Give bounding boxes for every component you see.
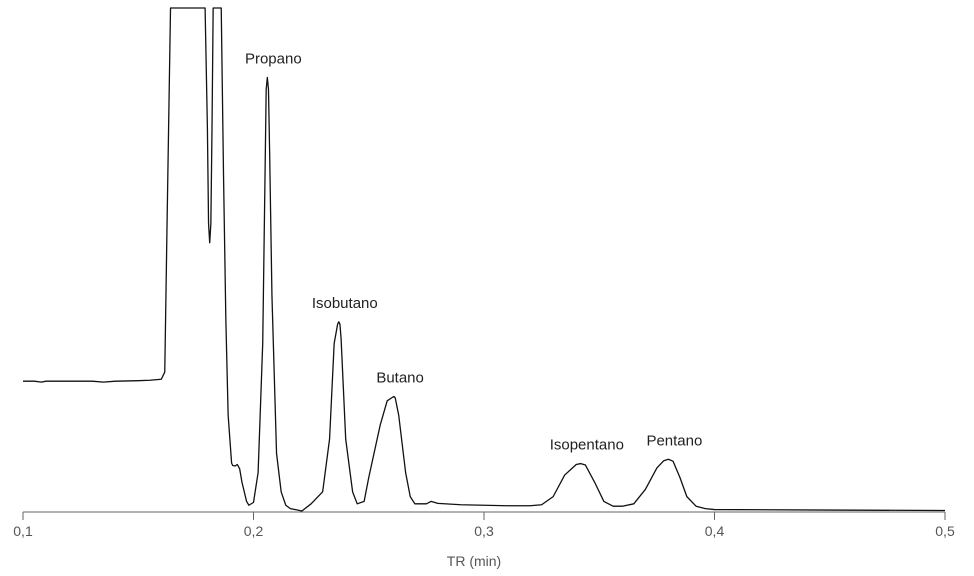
peak-label: Isopentano xyxy=(550,437,624,454)
peak-label: Pentano xyxy=(646,432,702,449)
peak-label: Isobutano xyxy=(312,295,378,312)
x-tick-label: 0,3 xyxy=(474,523,494,539)
x-axis: 0,1 0,2 0,3 0,4 0,5 TR (min) xyxy=(13,511,955,569)
x-axis-ticks: 0,1 0,2 0,3 0,4 0,5 xyxy=(13,512,955,539)
x-tick-label: 0,1 xyxy=(13,523,33,539)
x-tick-label: 0,4 xyxy=(705,523,725,539)
x-tick-label: 0,5 xyxy=(935,523,955,539)
peak-label: Propano xyxy=(245,50,302,67)
peak-labels: Propano Isobutano Butano Isopentano Pentano xyxy=(245,50,702,453)
peak-label: Butano xyxy=(376,370,424,387)
chromatogram-trace xyxy=(23,7,946,512)
x-tick-label: 0,2 xyxy=(244,523,264,539)
x-axis-title: TR (min) xyxy=(447,553,501,569)
plot-area xyxy=(23,7,946,512)
